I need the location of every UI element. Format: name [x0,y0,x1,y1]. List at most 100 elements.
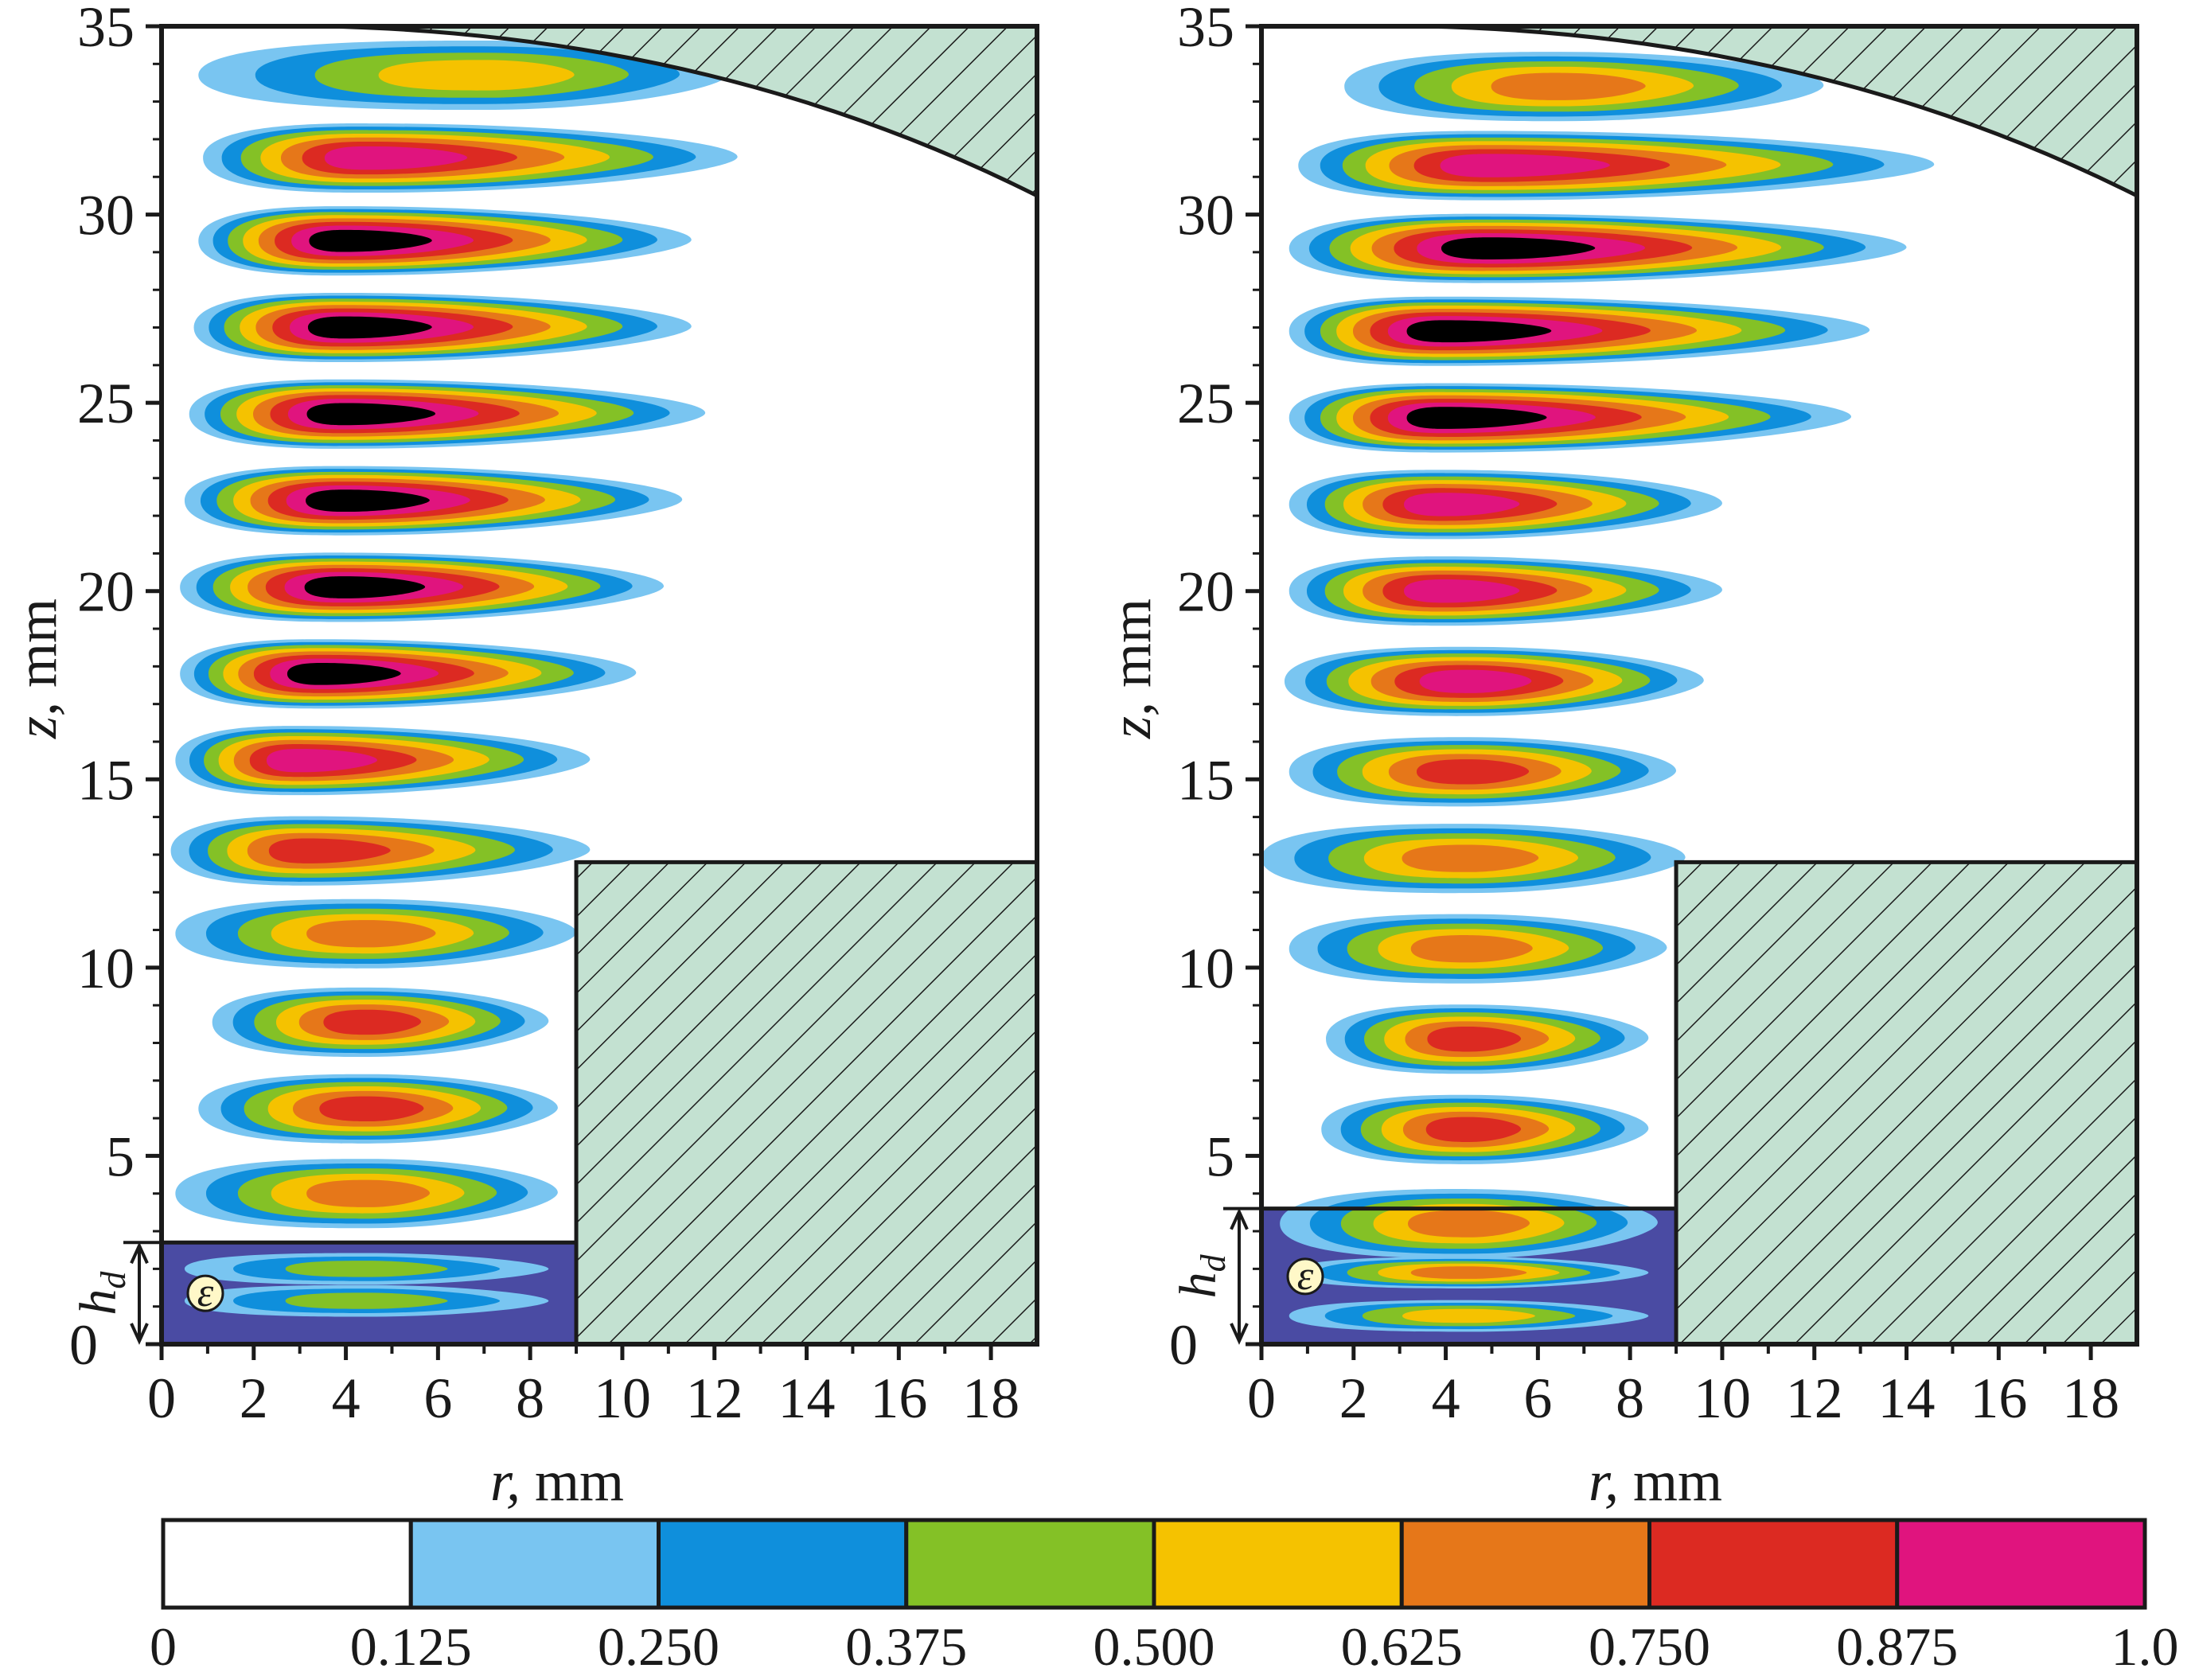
field-lobe [193,292,692,363]
wall-step-hatch [1674,859,2139,1347]
cap-hatch [1422,24,2139,199]
field-lobe [1289,383,1852,453]
colorbar-tick-label: 0.250 [598,1616,719,1677]
right-geometry: ε hd [1169,24,2139,1347]
y-tick-label: 15 [77,748,135,812]
contour-level [1427,1027,1522,1052]
y-tick-label: 10 [1177,937,1234,1000]
contour-level [287,662,401,685]
field-lobe [1261,824,1686,894]
x-tick-label: 2 [240,1366,268,1430]
contour-level [1406,320,1552,343]
contour-level [285,1261,448,1277]
right-x-ticks: 0 2 4 6 8 10 12 14 16 18 [1247,1344,2119,1430]
left-geometry: ε hd [69,24,1039,1347]
colorbar-swatch [1399,1518,1651,1610]
epsilon-label: ε [197,1270,214,1316]
colorbar-labels: 0 0.125 0.250 0.375 0.500 0.625 0.750 0.875 1.0 [150,1616,2179,1677]
field-lobe [198,1074,558,1144]
colorbar-tick-label: 0.375 [845,1616,967,1677]
contour-level [1441,237,1596,260]
field-lobe [175,726,591,796]
contour-level [306,403,436,426]
contour-level [1404,579,1520,603]
x-tick-label: 12 [686,1366,743,1430]
x-tick-label: 12 [1786,1366,1843,1430]
colorbar-swatch [408,1518,661,1610]
field-lobe [1321,1094,1649,1164]
contour-level [1416,759,1530,785]
colorbar-swatch [1647,1518,1900,1610]
x-tick-label: 8 [516,1366,544,1430]
x-tick-label: 10 [1694,1366,1751,1430]
x-tick-label: 16 [1970,1366,2027,1430]
y-tick-label: 20 [77,560,135,624]
field-lobe [184,466,683,536]
contour-level [1419,669,1532,693]
colorbar-tick-label: 0 [150,1616,177,1677]
contour-level [306,1179,431,1207]
left-y-ticks: 0 5 10 15 20 25 30 35 [69,0,162,1377]
contour-level [309,229,432,252]
left-x-ticks: 0 2 4 6 8 10 12 14 16 18 [147,1344,1020,1430]
contour-level [1402,1308,1535,1323]
contour-level [1425,1117,1522,1143]
y-tick-label: 35 [77,0,135,59]
x-tick-label: 4 [1432,1366,1460,1430]
contour-level [1410,1266,1527,1279]
right-y-axis-label: z, mm [1099,598,1163,739]
field-lobe [1326,1004,1649,1074]
field-lobe [1289,470,1722,540]
field-lobe [189,379,706,449]
hd-dimension: hd [69,1241,162,1345]
colorbar-tick-label: 0.500 [1094,1616,1215,1677]
field-lobe [212,987,549,1058]
y-tick-label: 0 [69,1313,98,1377]
y-tick-label: 30 [77,184,135,248]
x-tick-label: 14 [1878,1366,1936,1430]
y-tick-label: 0 [1169,1313,1198,1377]
left-frame [159,24,1039,1347]
y-tick-label: 10 [77,937,135,1000]
colorbar-tick-label: 1.0 [2111,1616,2179,1677]
contour-level [306,920,436,948]
field-lobe [1289,1300,1649,1332]
left-plot-area [162,40,738,1344]
contour-level [266,748,378,773]
x-tick-label: 8 [1616,1366,1644,1430]
hd-dimension: hd [1169,1206,1261,1345]
y-tick-label: 25 [77,372,135,435]
contour-level [378,60,575,91]
colorbar-tick-label: 0.125 [350,1616,472,1677]
colorbar-swatch [161,1518,413,1610]
right-frame [1259,24,2139,1347]
field-lobe [175,1159,558,1229]
field-lobe [198,206,692,276]
contour-level [268,838,391,863]
right-y-ticks: 0 5 10 15 20 25 30 35 [1169,0,1261,1377]
colorbar-tick-label: 0.875 [1836,1616,1958,1677]
epsilon-marker: ε [1286,1253,1324,1299]
right-x-axis-label: r, mm [1589,1449,1722,1513]
contour-level [304,576,426,598]
epsilon-marker: ε [186,1270,224,1316]
field-lobe [170,816,591,886]
colorbar-swatch [657,1518,909,1610]
right-plot-area [1261,52,1935,1344]
x-tick-label: 0 [1247,1366,1276,1430]
field-lobe [1344,52,1824,122]
x-tick-label: 10 [594,1366,651,1430]
x-tick-label: 0 [147,1366,176,1430]
cap-hatch [322,24,1039,199]
x-tick-label: 14 [778,1366,836,1430]
left-y-axis-label: z, mm [5,598,68,739]
hd-label: hd [69,1271,133,1316]
field-lobe [184,1253,549,1285]
hd-label: hd [1169,1253,1233,1298]
x-tick-label: 4 [332,1366,361,1430]
field-lobe [180,552,665,622]
x-tick-label: 6 [1523,1366,1552,1430]
y-tick-label: 5 [1206,1125,1234,1188]
epsilon-label: ε [1297,1253,1314,1299]
